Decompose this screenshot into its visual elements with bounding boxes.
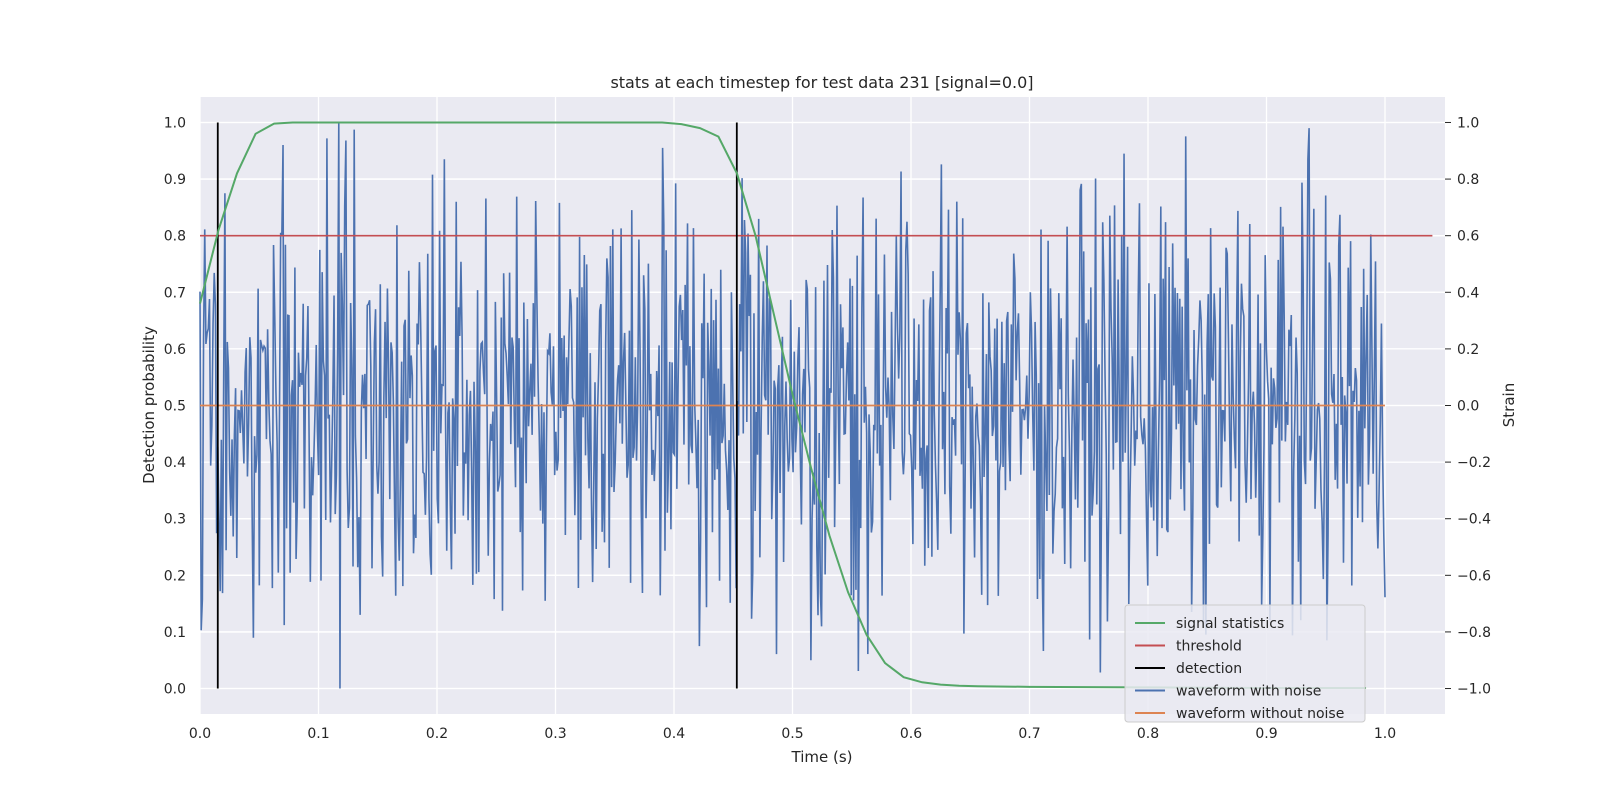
legend: signal statistics threshold detection wavef… xyxy=(1124,604,1366,723)
y2-tick-label: −0.6 xyxy=(1457,568,1491,584)
x-tick-label: 0.4 xyxy=(663,726,685,742)
y-tick-label: 0.7 xyxy=(164,285,186,301)
y-tick-label: 0.6 xyxy=(164,342,186,358)
x-tick-label: 0.5 xyxy=(781,726,803,742)
x-tick-label: 0.6 xyxy=(900,726,922,742)
y2-axis-label: Strain xyxy=(1500,383,1518,427)
y2-tick-label: 0.4 xyxy=(1457,285,1479,301)
x-tick-label: 0.0 xyxy=(189,726,211,742)
x-axis-label: Time (s) xyxy=(791,748,853,766)
chart-title: stats at each timestep for test data 231… xyxy=(610,73,1033,92)
x-tick-label: 1.0 xyxy=(1374,726,1396,742)
y-tick-label: 0.5 xyxy=(164,399,186,415)
y-tick-label: 0.8 xyxy=(164,229,186,245)
y2-tick-label: 1.0 xyxy=(1457,115,1479,131)
x-tick-label: 0.7 xyxy=(1018,726,1040,742)
y2-tick-label: −0.4 xyxy=(1457,512,1491,528)
legend-detection-label: detection xyxy=(1176,661,1242,677)
y-tick-label: 0.1 xyxy=(164,625,186,641)
y-tick-label: 0.0 xyxy=(164,682,186,698)
x-tick-label: 0.2 xyxy=(426,726,448,742)
y-tick-label: 0.2 xyxy=(164,568,186,584)
waveform-with-noise-line xyxy=(199,122,1386,689)
legend-threshold-label: threshold xyxy=(1176,639,1242,655)
x-tick-label: 0.8 xyxy=(1137,726,1159,742)
legend-signal-statistics-label: signal statistics xyxy=(1176,616,1284,632)
y2-tick-label: 0.6 xyxy=(1457,229,1479,245)
legend-waveform-with-noise-label: waveform with noise xyxy=(1176,684,1321,700)
axes: 0.0 0.1 0.2 0.3 0.4 0.5 0.6 0.7 0.8 0.9 1.0 −1.0 −0.… xyxy=(164,115,1491,742)
y-tick-label: 0.4 xyxy=(164,455,186,471)
y2-tick-label: −1.0 xyxy=(1457,682,1491,698)
y2-tick-label: 0.8 xyxy=(1457,172,1479,188)
y2-tick-label: −0.2 xyxy=(1457,455,1491,471)
y-tick-label: 0.3 xyxy=(164,512,186,528)
y-tick-label: 0.9 xyxy=(164,172,186,188)
y2-tick-label: −0.8 xyxy=(1457,625,1491,641)
x-tick-label: 0.3 xyxy=(544,726,566,742)
signal-statistics-line xyxy=(199,121,1367,689)
series-layer xyxy=(199,121,1433,689)
y2-tick-label: 0.2 xyxy=(1457,342,1479,358)
y2-tick-label: 0.0 xyxy=(1457,399,1479,415)
legend-box xyxy=(1124,604,1366,723)
x-tick-label: 0.1 xyxy=(307,726,329,742)
legend-waveform-without-noise-label: waveform without noise xyxy=(1176,706,1344,722)
y-axis-label: Detection probability xyxy=(140,326,158,484)
x-tick-label: 0.9 xyxy=(1255,726,1277,742)
y-tick-label: 1.0 xyxy=(164,115,186,131)
